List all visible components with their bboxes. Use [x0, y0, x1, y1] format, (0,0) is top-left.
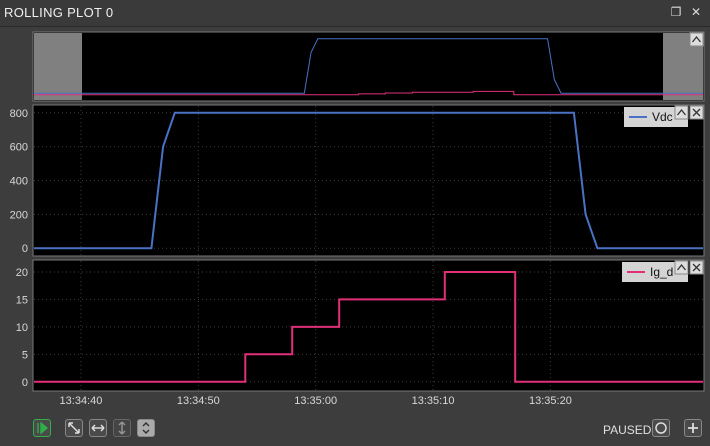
- overview-vdc-line: [34, 38, 703, 94]
- vdc-legend-label: Vdc: [652, 110, 673, 124]
- y-tick-label: 400: [10, 176, 28, 188]
- expand-icon[interactable]: [137, 419, 155, 437]
- chevron-up-icon[interactable]: [689, 32, 704, 47]
- chevron-up-icon[interactable]: [674, 105, 689, 120]
- add-icon[interactable]: [684, 419, 702, 437]
- paused-status: PAUSED: [603, 423, 652, 437]
- x-tick-label: 13:35:00: [294, 395, 337, 407]
- plot-area: 800 600 400 200 0 Vdc 20 15 10 5 0 Ig_d 13:34:40…: [10, 31, 705, 407]
- y-tick-label: 20: [16, 267, 28, 279]
- y-tick-label: 800: [10, 108, 28, 120]
- vertical-zoom-icon[interactable]: [113, 419, 131, 437]
- vdc-legend[interactable]: Vdc: [624, 107, 688, 127]
- close-icon[interactable]: ✕: [690, 5, 702, 19]
- fit-icon[interactable]: [65, 419, 83, 437]
- window-restore-icon[interactable]: ❐: [670, 5, 682, 19]
- igd-grid: [34, 261, 703, 390]
- y-tick-label: 0: [22, 377, 28, 389]
- title-bar: ROLLING PLOT 0 ❐ ✕: [0, 0, 710, 27]
- window-title: ROLLING PLOT 0: [4, 5, 114, 20]
- overview-strip[interactable]: [32, 31, 705, 102]
- play-icon[interactable]: [33, 419, 51, 437]
- y-tick-label: 200: [10, 209, 28, 221]
- igd-plot[interactable]: 20 15 10 5 0 Ig_d: [16, 259, 705, 392]
- x-axis-ticks: 13:34:40 13:34:50 13:35:00 13:35:10 13:35:20: [60, 395, 572, 407]
- horizontal-zoom-icon[interactable]: [89, 419, 107, 437]
- x-tick-label: 13:34:40: [60, 395, 103, 407]
- y-tick-label: 600: [10, 142, 28, 154]
- y-tick-label: 10: [16, 322, 28, 334]
- overview-igd-line: [34, 90, 703, 96]
- vdc-y-ticks: 800 600 400 200 0: [10, 108, 28, 255]
- igd-y-ticks: 20 15 10 5 0: [16, 267, 28, 389]
- x-tick-label: 13:35:20: [529, 395, 572, 407]
- vdc-plot[interactable]: 800 600 400 200 0 Vdc: [10, 104, 705, 257]
- y-tick-label: 0: [22, 243, 28, 255]
- igd-series-line: [34, 271, 703, 383]
- y-tick-label: 15: [16, 294, 28, 306]
- y-tick-label: 5: [22, 349, 28, 361]
- x-tick-label: 13:35:10: [412, 395, 455, 407]
- igd-legend[interactable]: Ig_d: [622, 262, 688, 282]
- overview-left-mask[interactable]: [34, 33, 82, 100]
- igd-legend-label: Ig_d: [650, 265, 673, 279]
- vdc-grid: [34, 106, 703, 255]
- vdc-series-line: [34, 111, 703, 250]
- chevron-up-icon[interactable]: [674, 260, 689, 275]
- x-tick-label: 13:34:50: [177, 395, 220, 407]
- record-icon[interactable]: [652, 419, 670, 437]
